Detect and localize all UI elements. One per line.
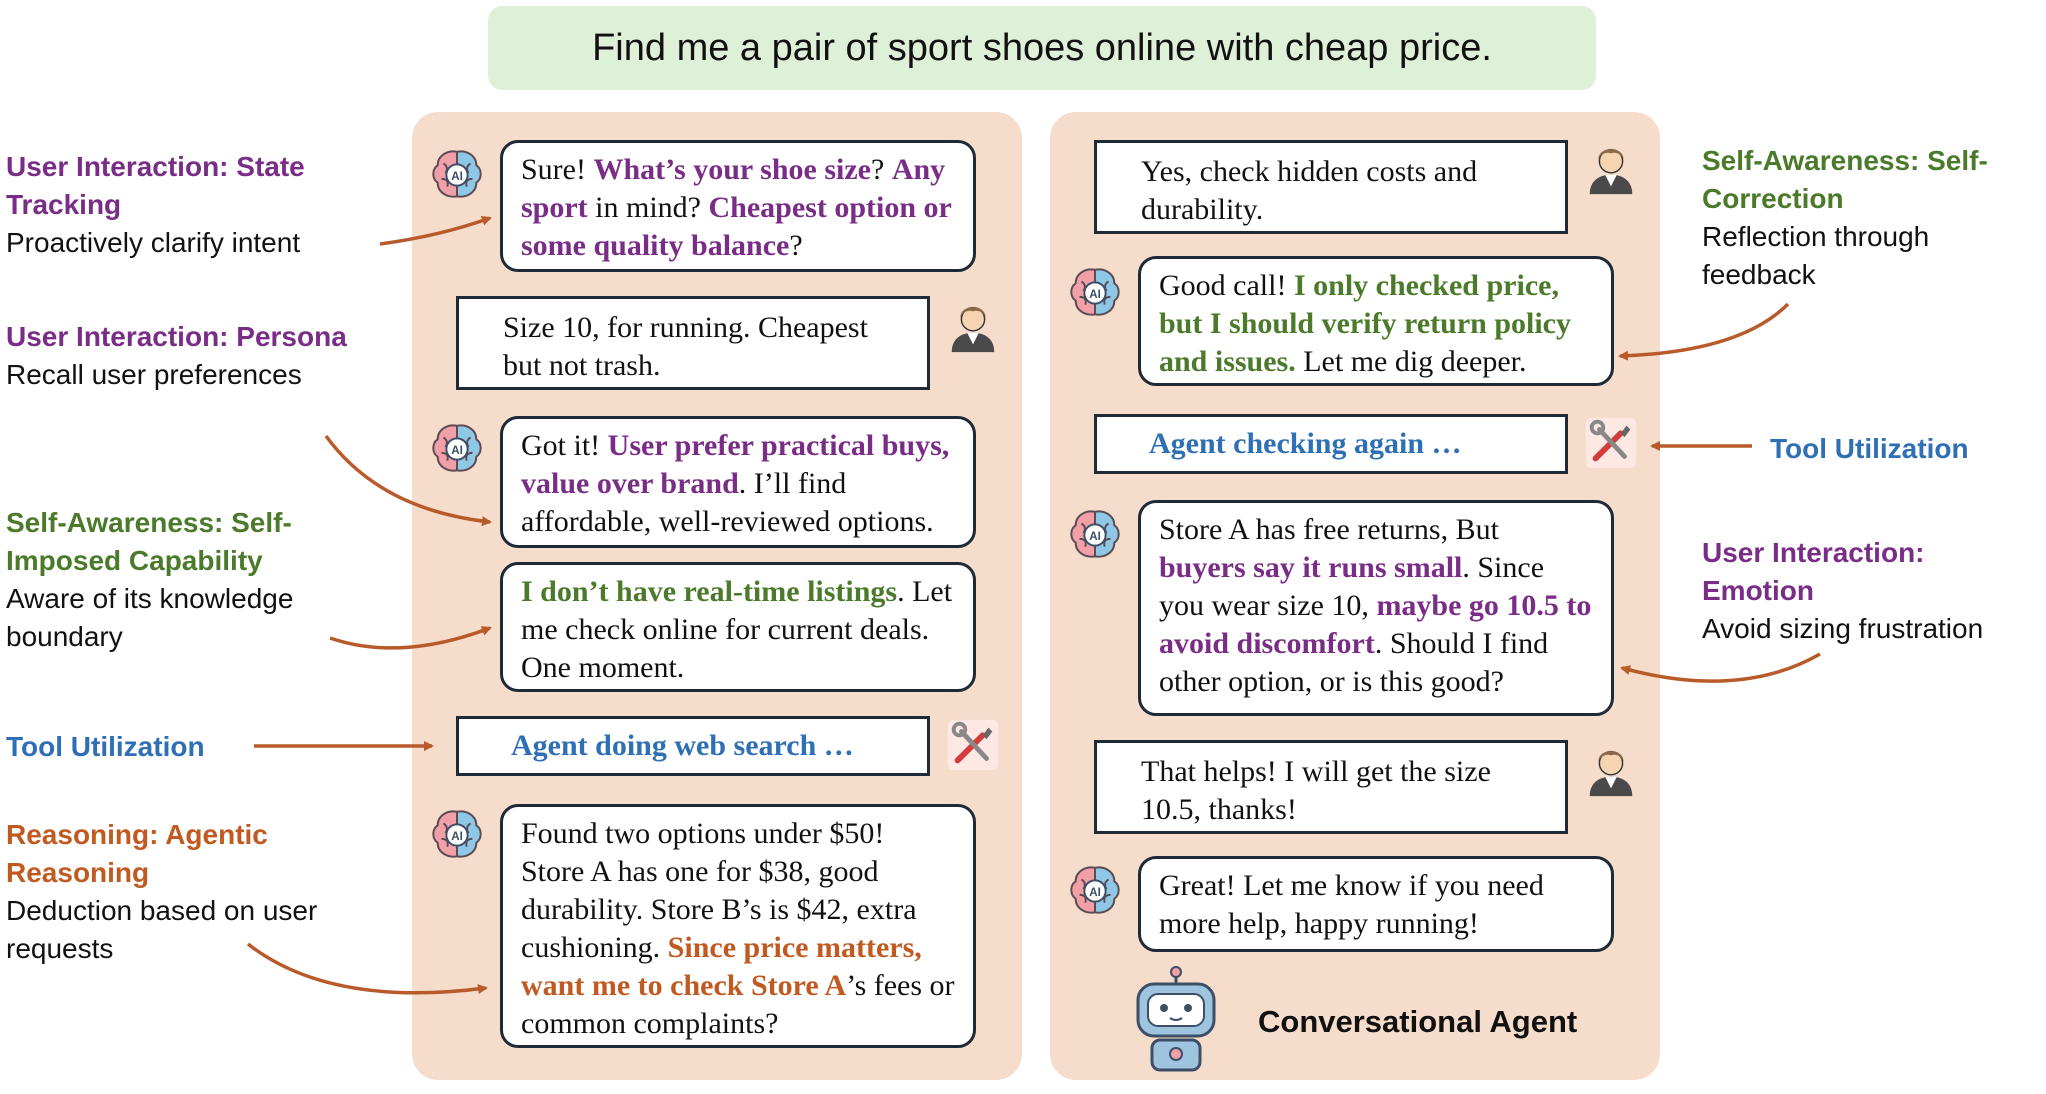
arrow-reasoning: [246, 942, 488, 995]
agent-bubble-capability: I don’t have real-time listings. Let me …: [500, 562, 976, 692]
agent-bubble-persona: Got it! User prefer practical buys, valu…: [500, 416, 976, 548]
user-message-check: Yes, check hidden costs and durability.: [1094, 140, 1568, 234]
label-persona: User Interaction: Persona Recall user pr…: [6, 321, 347, 390]
label-reasoning: Reasoning: Agentic Reasoning Deduction b…: [6, 819, 318, 964]
robot-icon: [1136, 966, 1216, 1072]
arrow-persona: [324, 434, 492, 527]
label-state-tracking: User Interaction: State Tracking Proacti…: [6, 151, 305, 258]
label-self-correction: Self-Awareness: Self-Correction Reflecti…: [1702, 145, 1988, 290]
label-tool-left: Tool Utilization: [6, 731, 205, 762]
query-text: Find me a pair of sport shoes online wit…: [592, 26, 1492, 69]
label-emotion: User Interaction: Emotion Avoid sizing f…: [1702, 537, 1984, 644]
tool-box-checking: Agent checking again …: [1094, 414, 1568, 474]
agent-title: Conversational Agent: [1258, 1004, 1578, 1039]
arrow-state-tracking: [379, 216, 492, 246]
agent-bubble-reasoning: Found two options under $50! Store A has…: [500, 804, 976, 1048]
agent-bubble-emotion: Store A has free returns, But buyers say…: [1138, 500, 1614, 716]
tool-box-web-search: Agent doing web search …: [456, 716, 930, 776]
user-message-thanks: That helps! I will get the size 10.5, th…: [1094, 740, 1568, 834]
user-message-size: Size 10, for running. Cheapest but not t…: [456, 296, 930, 390]
agent-bubble-correction: Good call! I only checked price, but I s…: [1138, 256, 1614, 386]
query-banner: Find me a pair of sport shoes online wit…: [488, 6, 1596, 90]
arrow-emotion: [1620, 652, 1821, 683]
agent-bubble-closing: Great! Let me know if you need more help…: [1138, 856, 1614, 952]
label-capability: Self-Awareness: Self-Imposed Capability …: [6, 507, 294, 652]
arrow-capability: [329, 626, 492, 650]
agent-bubble-clarify: Sure! What’s your shoe size? Any sport i…: [500, 140, 976, 272]
arrow-self-correction: [1618, 302, 1790, 361]
label-tool-right: Tool Utilization: [1770, 433, 1969, 464]
